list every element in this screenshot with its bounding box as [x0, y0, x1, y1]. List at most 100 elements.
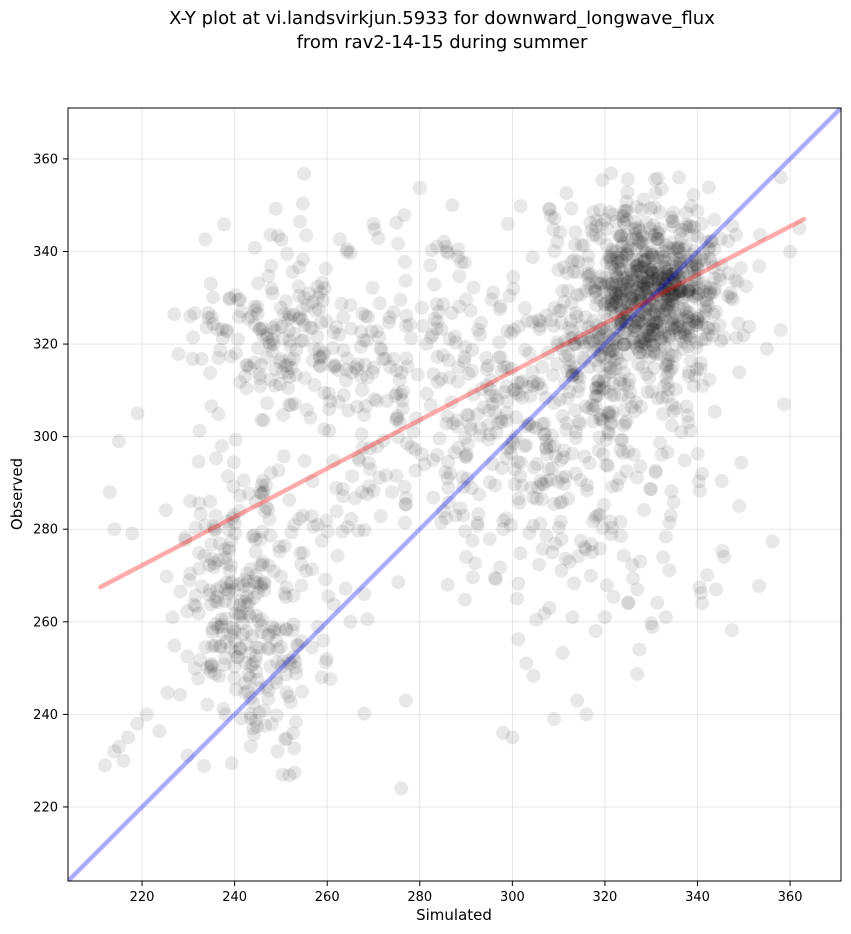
scatter-point [635, 243, 650, 258]
scatter-point [624, 400, 639, 415]
scatter-point [139, 707, 154, 722]
scatter-point [310, 279, 325, 294]
scatter-point [231, 292, 246, 307]
scatter-point [530, 457, 545, 471]
scatter-point [667, 306, 682, 320]
scatter-point [466, 387, 481, 402]
scatter-point [584, 223, 599, 238]
scatter-point [269, 633, 284, 648]
scatter-point [424, 330, 438, 345]
scatter-point [605, 256, 619, 271]
scatter-point [539, 474, 554, 489]
scatter-point [638, 307, 653, 321]
scatter-point [657, 326, 671, 341]
scatter-point [619, 248, 633, 263]
scatter-point [267, 621, 282, 636]
scatter-point [639, 302, 653, 317]
scatter-point [463, 422, 478, 437]
scatter-point [684, 281, 699, 296]
scatter-point [218, 651, 233, 666]
scatter-point [724, 290, 738, 305]
y-tick-label: 240 [33, 708, 58, 723]
scatter-point [577, 335, 592, 350]
scatter-point [197, 759, 212, 773]
scatter-point [633, 266, 648, 281]
scatter-point [564, 296, 579, 311]
scatter-point [683, 247, 698, 262]
scatter-point [326, 360, 341, 375]
scatter-point [227, 624, 241, 639]
scatter-point [221, 541, 236, 555]
scatter-point [547, 211, 562, 226]
scatter-point [270, 744, 285, 759]
scatter-point [611, 262, 626, 277]
scatter-point [526, 375, 541, 390]
scatter-point [591, 331, 606, 346]
scatter-point [605, 276, 620, 291]
scatter-point [552, 392, 567, 407]
scatter-point [713, 231, 728, 246]
scatter-point [280, 358, 295, 373]
scatter-point [668, 272, 682, 287]
scatter-point [650, 232, 665, 246]
scatter-point [674, 425, 689, 440]
scatter-point [343, 298, 358, 313]
scatter-point [541, 346, 555, 360]
scatter-point [316, 293, 330, 308]
scatter-point [430, 448, 445, 463]
scatter-point [707, 212, 722, 227]
scatter-point [555, 470, 570, 485]
scatter-point [251, 276, 266, 291]
scatter-point [456, 508, 471, 523]
scatter-point [249, 648, 264, 663]
scatter-point [707, 242, 722, 257]
scatter-point [683, 331, 697, 346]
scatter-point [247, 299, 262, 314]
scatter-point [476, 400, 491, 415]
scatter-point [595, 520, 610, 535]
scatter-point [198, 518, 213, 533]
scatter-point [695, 466, 710, 481]
scatter-point [614, 388, 629, 403]
scatter-point [299, 564, 313, 578]
scatter-point [451, 360, 466, 375]
scatter-point [281, 381, 296, 395]
scatter-point [633, 292, 648, 307]
scatter-point [612, 289, 627, 304]
scatter-point [257, 703, 272, 718]
scatter-point [445, 198, 460, 213]
scatter-point [608, 331, 623, 346]
scatter-point [459, 550, 474, 564]
scatter-point [536, 427, 551, 442]
scatter-point [650, 235, 664, 250]
scatter-point [667, 255, 682, 270]
scatter-point [676, 325, 691, 340]
scatter-point [268, 201, 283, 216]
scatter-point [370, 324, 384, 339]
scatter-point [483, 382, 498, 397]
scatter-point [207, 522, 222, 537]
scatter-point [280, 246, 295, 261]
scatter-point [666, 205, 681, 220]
scatter-point [303, 320, 318, 335]
scatter-point [463, 303, 478, 318]
scatter-point [209, 451, 224, 466]
scatter-point [208, 617, 223, 632]
scatter-point [658, 310, 673, 325]
scatter-point [440, 471, 455, 486]
scatter-point [441, 246, 456, 261]
scatter-point [642, 349, 657, 364]
scatter-point [611, 323, 626, 338]
scatter-point [643, 329, 658, 343]
scatter-point [661, 347, 676, 362]
scatter-point [216, 701, 231, 716]
scatter-point [729, 227, 743, 242]
scatter-point [777, 397, 791, 412]
scatter-point [614, 247, 629, 262]
scatter-point [283, 310, 298, 325]
scatter-point [439, 416, 454, 431]
scatter-point [616, 215, 631, 230]
scatter-point [227, 671, 242, 685]
scatter-point [459, 447, 474, 462]
